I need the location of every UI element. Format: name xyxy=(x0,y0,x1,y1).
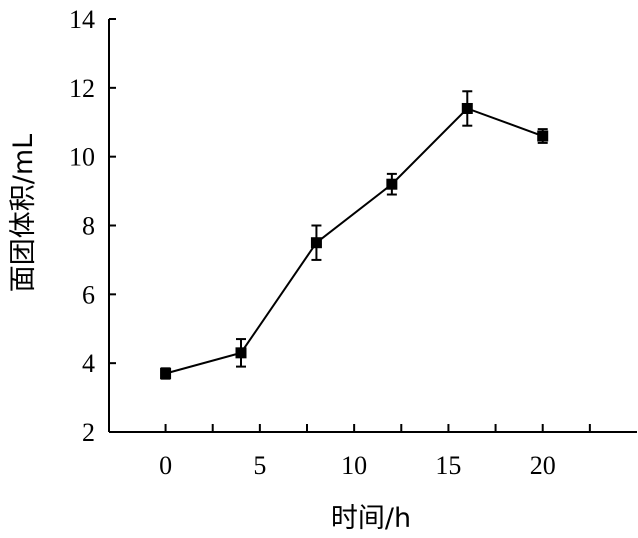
y-tick-label: 8 xyxy=(82,212,95,241)
series-line xyxy=(165,107,544,375)
x-tick-label: 20 xyxy=(530,451,556,480)
y-axis-title: 面团体积/mL xyxy=(8,134,39,292)
data-point xyxy=(235,347,247,359)
x-tick-label: 10 xyxy=(341,451,367,480)
data-point xyxy=(537,130,549,142)
y-tick-label: 2 xyxy=(82,418,95,447)
data-point xyxy=(160,367,172,379)
y-tick-label: 12 xyxy=(69,74,95,103)
tick-labels: 2 4 6 8 10 12 14 0 5 10 15 20 xyxy=(69,5,556,480)
x-axis-title: 时间/h xyxy=(331,503,411,534)
data-point xyxy=(386,178,398,190)
x-tick-label: 15 xyxy=(435,451,461,480)
y-tick-label: 6 xyxy=(82,280,95,309)
x-tick-label: 0 xyxy=(159,451,172,480)
y-tick-label: 14 xyxy=(69,5,95,34)
y-tick-label: 10 xyxy=(69,143,95,172)
ticks xyxy=(109,18,591,433)
series xyxy=(160,90,549,380)
axes xyxy=(108,19,637,433)
data-point xyxy=(310,237,322,249)
y-tick-label: 4 xyxy=(82,349,95,378)
x-tick-label: 5 xyxy=(253,451,266,480)
data-point xyxy=(461,102,473,114)
